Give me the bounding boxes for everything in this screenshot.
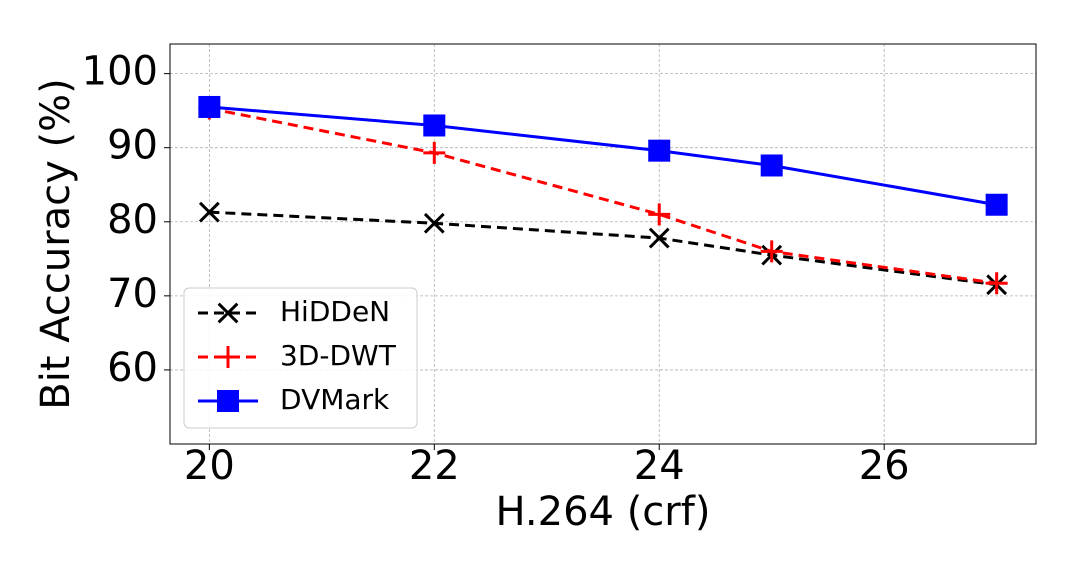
marker [985, 193, 1008, 216]
y-tick-label: 90 [107, 123, 158, 169]
marker-shape [217, 346, 239, 368]
marker [217, 346, 239, 368]
marker-shape [760, 154, 783, 177]
marker-shape [217, 390, 239, 412]
marker [423, 114, 446, 137]
plot-frame [169, 43, 1037, 445]
y-tick-label: 70 [107, 271, 158, 317]
legend-label: HiDDeN [280, 295, 390, 328]
marker-shape [985, 193, 1008, 216]
marker [217, 390, 239, 412]
marker [423, 141, 446, 164]
marker [198, 95, 221, 118]
y-axis-label: Bit Accuracy (%) [33, 78, 79, 410]
marker [217, 302, 239, 324]
marker-shape [423, 114, 446, 137]
marker [760, 240, 783, 263]
x-tick-label: 26 [859, 443, 910, 489]
y-tick-label: 100 [82, 49, 158, 95]
y-tick-label: 80 [107, 197, 158, 243]
legend-label: DVMark [280, 383, 390, 416]
marker-shape [217, 302, 239, 324]
marker [198, 201, 220, 223]
marker [648, 227, 670, 249]
marker-shape [760, 240, 783, 263]
marker [985, 272, 1008, 295]
marker-shape [648, 139, 671, 162]
marker-shape [648, 203, 671, 226]
y-tick-label: 60 [107, 345, 158, 391]
x-axis-label: H.264 (crf) [496, 489, 711, 535]
x-tick-label: 20 [184, 443, 235, 489]
x-tick-label: 22 [409, 443, 460, 489]
marker-shape [985, 272, 1008, 295]
series-line [209, 210, 997, 287]
marker-shape [198, 201, 220, 223]
marker-shape [423, 212, 445, 234]
marker [648, 139, 671, 162]
marker-shape [648, 227, 670, 249]
legend-box [183, 287, 418, 429]
marker [423, 212, 445, 234]
marker [760, 154, 783, 177]
legend-label: 3D-DWT [280, 339, 397, 372]
marker [648, 203, 671, 226]
series-line [209, 106, 997, 285]
series-line [209, 105, 997, 207]
marker-shape [423, 141, 446, 164]
marker-shape [198, 95, 221, 118]
x-tick-label: 24 [634, 443, 685, 489]
